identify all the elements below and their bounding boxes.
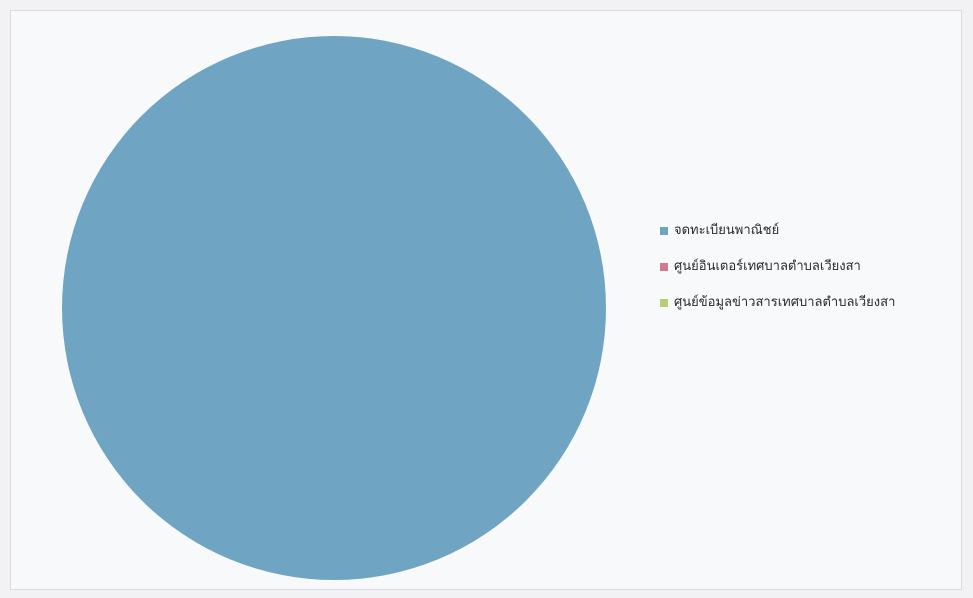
legend-label-1: จดทะเบียนพาณิชย์: [674, 223, 780, 238]
legend-label-2: ศูนย์อินเตอร์เทศบาลตำบลเวียงสา: [674, 259, 861, 274]
legend-swatch-1: [660, 227, 668, 235]
legend-item-3: ศูนย์ข้อมูลข่าวสารเทศบาลตำบลเวียงสา: [660, 294, 960, 312]
chart-frame: [10, 10, 962, 590]
chart-legend: จดทะเบียนพาณิชย์ ศูนย์อินเตอร์เทศบาลตำบล…: [660, 222, 960, 330]
pie-chart: [62, 36, 606, 580]
legend-item-1: จดทะเบียนพาณิชย์: [660, 222, 960, 240]
legend-item-2: ศูนย์อินเตอร์เทศบาลตำบลเวียงสา: [660, 258, 960, 276]
pie-slice-1: [62, 36, 606, 580]
pie-slices: [62, 36, 606, 580]
legend-swatch-2: [660, 263, 668, 271]
legend-label-3: ศูนย์ข้อมูลข่าวสารเทศบาลตำบลเวียงสา: [674, 295, 896, 310]
legend-swatch-3: [660, 299, 668, 307]
